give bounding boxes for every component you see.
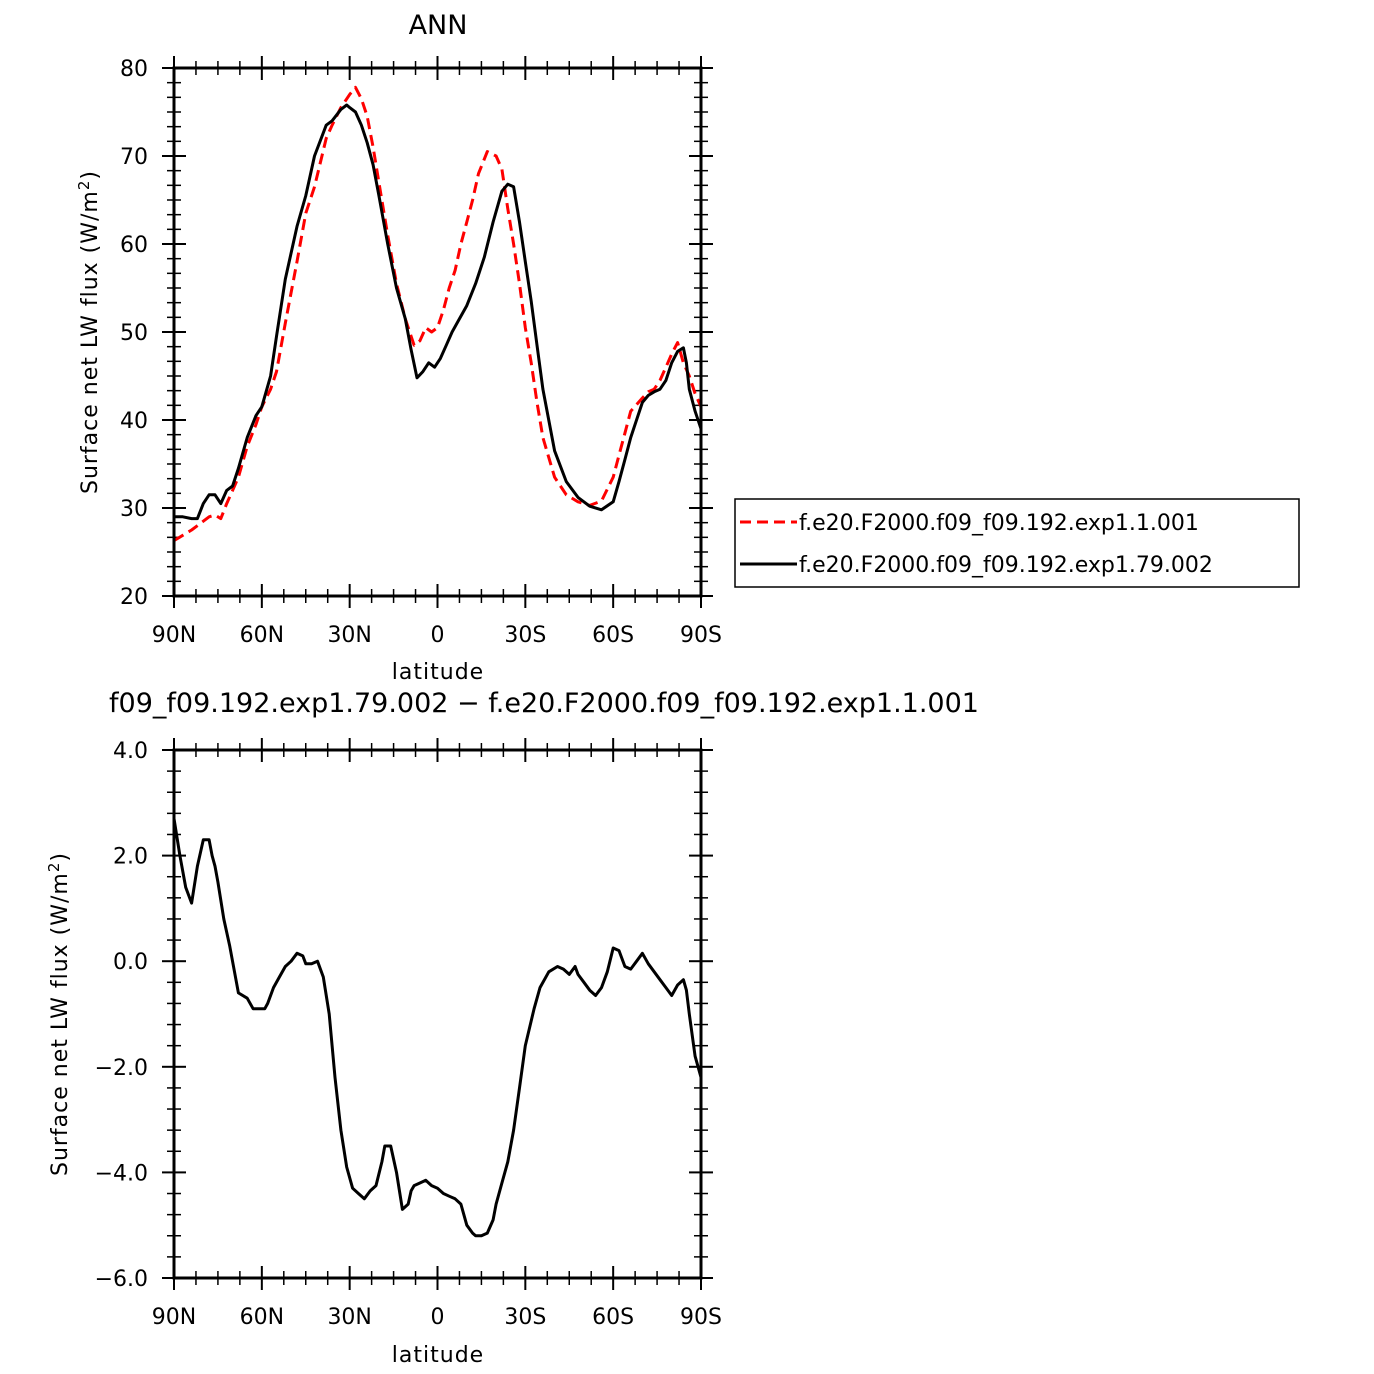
x-tick-label: 60N (240, 623, 284, 648)
x-axis-label: latitude (392, 1343, 484, 1368)
tick-marks (162, 56, 713, 608)
y-axis-label: Surface net LW flux (W/m2) (45, 852, 73, 1176)
x-tick-label: 90S (680, 623, 722, 648)
y-axis-label-superscript: 2 (45, 862, 63, 873)
chart-top: ANN 90N 60N 30N 0 30S 60S 90S 20 30 40 50 60 70 80 l… (75, 10, 1300, 685)
x-tick-labels: 90N 60N 30N 0 30S 60S 90S (152, 1305, 722, 1330)
legend-frame (734, 498, 1300, 588)
chart-title: ANN (409, 10, 468, 41)
plot-frame (172, 748, 703, 1280)
series-layer (173, 85, 703, 542)
y-tick-label: 40 (120, 409, 148, 434)
y-axis-label: Surface net LW flux (W/m2) (75, 170, 103, 494)
y-axis-label-superscript: 2 (75, 180, 93, 191)
legend-label-series-2: f.e20.F2000.f09_f09.192.exp1.79.002 (799, 553, 1213, 578)
y-tick-label: 0.0 (113, 950, 148, 975)
y-tick-label: 4.0 (113, 739, 148, 764)
plot-frame (172, 66, 703, 598)
x-tick-label: 30N (327, 1305, 371, 1330)
y-tick-label: −6.0 (95, 1267, 148, 1292)
x-tick-label: 30S (504, 1305, 546, 1330)
x-tick-label: 60N (240, 1305, 284, 1330)
x-tick-label: 90S (680, 1305, 722, 1330)
x-tick-label: 30N (327, 623, 371, 648)
y-tick-labels: 20 30 40 50 60 70 80 (120, 57, 148, 610)
x-tick-label: 60S (592, 623, 634, 648)
x-tick-label: 60S (592, 1305, 634, 1330)
y-tick-label: 30 (120, 497, 148, 522)
tick-marks (162, 738, 713, 1290)
y-tick-label: −4.0 (95, 1161, 148, 1186)
legend-label-series-1: f.e20.F2000.f09_f09.192.exp1.1.001 (799, 511, 1199, 536)
y-tick-label: 80 (120, 57, 148, 82)
y-tick-label: 60 (120, 233, 148, 258)
x-axis-label: latitude (392, 660, 484, 685)
chart-title-difference: f09_f09.192.exp1.79.002 − f.e20.F2000.f0… (109, 688, 979, 719)
series-line-2 (174, 103, 703, 521)
y-tick-labels: −6.0 −4.0 −2.0 0.0 2.0 4.0 (95, 739, 148, 1292)
y-tick-label: −2.0 (95, 1056, 148, 1081)
y-tick-label: 2.0 (113, 845, 148, 870)
y-tick-label: 50 (120, 321, 148, 346)
legend: f.e20.F2000.f09_f09.192.exp1.1.001 f.e20… (734, 498, 1300, 588)
x-tick-label: 0 (431, 1305, 445, 1330)
series-line-1 (173, 85, 703, 542)
x-tick-label: 30S (504, 623, 546, 648)
y-tick-label: 70 (120, 145, 148, 170)
x-tick-label: 0 (431, 623, 445, 648)
x-tick-label: 90N (152, 623, 196, 648)
series-layer (172, 818, 703, 1238)
chart-bottom: f09_f09.192.exp1.79.002 − f.e20.F2000.f0… (45, 688, 979, 1368)
x-tick-labels: 90N 60N 30N 0 30S 60S 90S (152, 623, 722, 648)
series-line-1 (172, 818, 703, 1238)
x-tick-label: 90N (152, 1305, 196, 1330)
y-tick-label: 20 (120, 585, 148, 610)
